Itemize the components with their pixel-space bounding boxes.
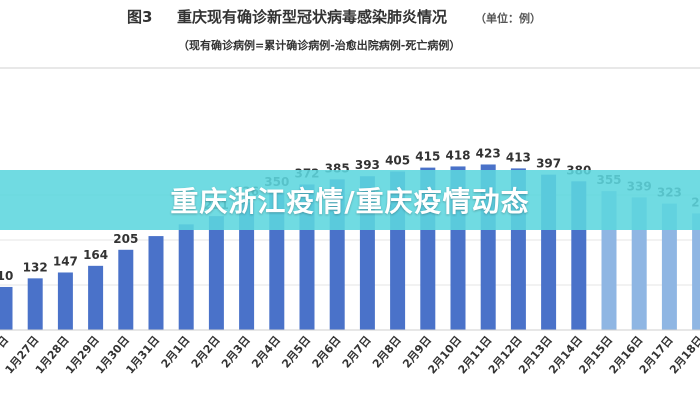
unit-label: （单位：例） [475, 11, 541, 25]
bar-value-label: 132 [23, 260, 48, 274]
bar-value-label: 415 [415, 150, 440, 164]
bar-value-label: 413 [506, 150, 531, 164]
x-tick-label: 2月4日 [249, 334, 283, 371]
x-tick-label: 2月3日 [219, 334, 253, 371]
bar-value-label: 393 [355, 158, 380, 172]
x-tick-label: 2月7日 [340, 334, 374, 371]
x-tick-label: 日 [0, 334, 11, 351]
bar-value-label: 397 [536, 157, 561, 171]
bar [148, 236, 164, 330]
bar [0, 286, 13, 330]
bar [208, 216, 224, 330]
bar-value-label: 147 [53, 254, 78, 268]
bar [57, 272, 73, 330]
overlay-banner: 重庆浙江疫情/重庆疫情动态 [0, 170, 700, 230]
bar [661, 203, 677, 330]
overlay-banner-text: 重庆浙江疫情/重庆疫情动态 [170, 185, 530, 218]
bar-value-label: 418 [445, 148, 470, 162]
bar [178, 224, 194, 330]
bar [27, 278, 43, 330]
x-tick-label: 2月1日 [159, 334, 193, 371]
chart-title: 重庆现有确诊新型冠状病毒感染肺炎情况 [177, 8, 447, 26]
x-tick-label: 2月8日 [370, 334, 404, 371]
bar-value-label: 205 [113, 232, 138, 246]
bar-value-label: 10 [0, 269, 13, 283]
bar [631, 197, 647, 330]
bar [692, 213, 700, 330]
bar [118, 249, 134, 330]
bar-value-label: 164 [83, 248, 108, 262]
bar [88, 265, 104, 330]
figure-label: 图3 [127, 8, 152, 26]
x-tick-label: 2月5日 [279, 334, 313, 371]
chart-subtitle: （现有确诊病例=累计确诊病例-治愈出院病例-死亡病例） [178, 38, 460, 52]
bar [239, 202, 255, 330]
x-tick-label: 2月6日 [310, 334, 344, 371]
x-tick-labels: 日1月27日1月28日1月29日1月30日1月31日2月1日2月2日2月3日2月… [0, 334, 700, 377]
bar-value-label: 423 [476, 146, 501, 160]
bar-value-label: 405 [385, 154, 410, 168]
x-tick-label: 2月2日 [189, 334, 223, 371]
